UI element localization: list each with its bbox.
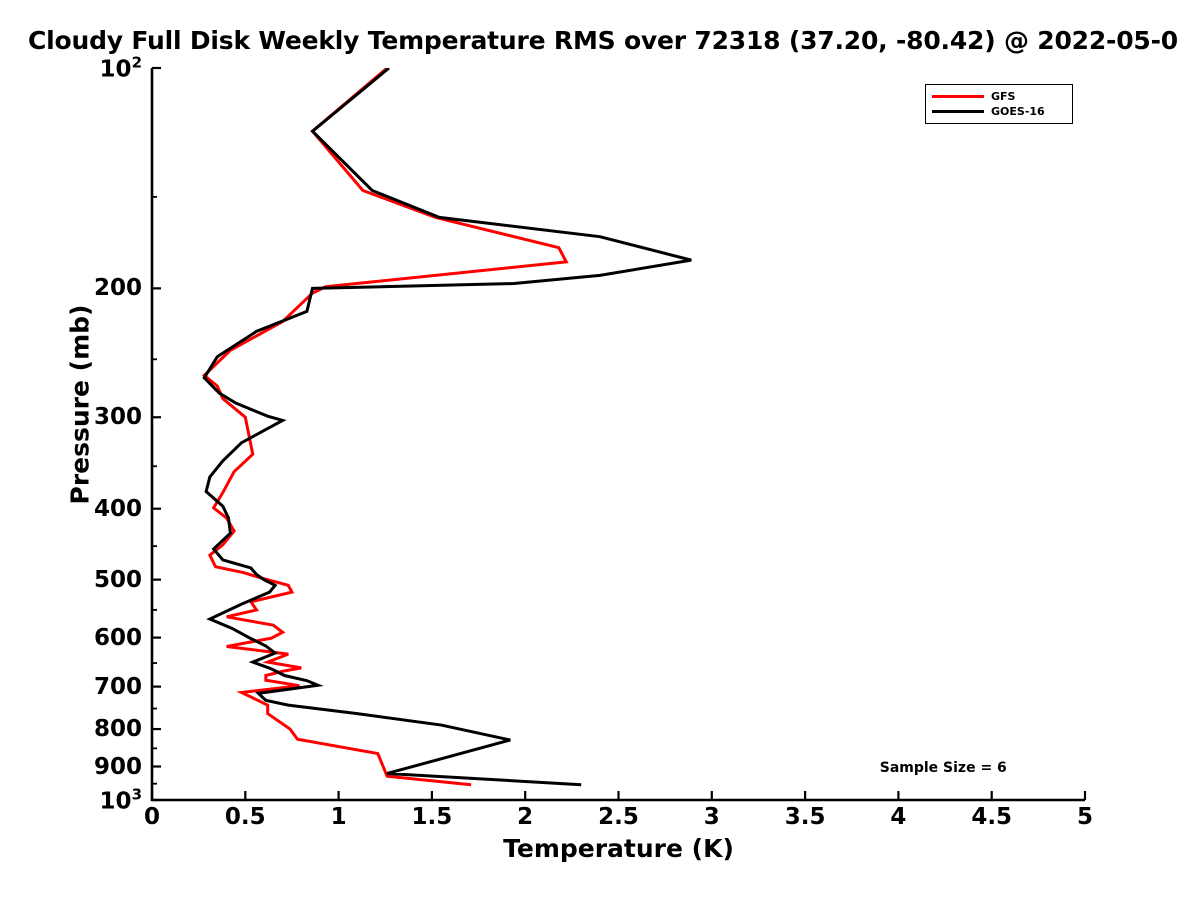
x-tick-label-8: 4 bbox=[890, 804, 907, 830]
x-tick-label-2: 1 bbox=[330, 804, 347, 830]
y-tick-label-1: 200 bbox=[93, 275, 142, 302]
y-tick-label-9: 103 bbox=[99, 785, 142, 815]
y-tick-label-8: 900 bbox=[93, 753, 142, 780]
chart-legend: GFS GOES-16 bbox=[925, 84, 1073, 124]
legend-entry-goes16: GOES-16 bbox=[932, 104, 1066, 119]
series-line-gfs bbox=[201, 68, 569, 787]
legend-entry-gfs: GFS bbox=[932, 89, 1066, 104]
x-tick-label-7: 3.5 bbox=[784, 804, 826, 830]
y-tick-label-5: 600 bbox=[93, 624, 142, 651]
legend-swatch-gfs bbox=[932, 95, 984, 98]
legend-label-goes16: GOES-16 bbox=[991, 105, 1045, 118]
legend-swatch-goes16 bbox=[932, 110, 984, 113]
x-tick-label-9: 4.5 bbox=[971, 804, 1013, 830]
x-tick-label-5: 2.5 bbox=[598, 804, 639, 830]
y-tick-label-4: 500 bbox=[93, 566, 142, 593]
x-tick-label-3: 1.5 bbox=[411, 804, 453, 830]
legend-label-gfs: GFS bbox=[991, 90, 1016, 103]
series-line-goes-16 bbox=[202, 68, 692, 787]
series-group bbox=[201, 68, 692, 787]
x-axis-label: Temperature (K) bbox=[503, 834, 734, 863]
y-tick-label-0: 102 bbox=[99, 53, 142, 83]
x-tick-label-4: 2 bbox=[517, 804, 534, 830]
annotation-sample-size: Sample Size = 6 bbox=[879, 760, 1007, 777]
y-axis-label: Pressure (mb) bbox=[65, 304, 95, 505]
x-tick-label-10: 5 bbox=[1076, 804, 1094, 830]
y-tick-label-6: 700 bbox=[93, 673, 142, 700]
chart-title: Cloudy Full Disk Weekly Temperature RMS … bbox=[28, 26, 1178, 55]
y-tick-label-7: 800 bbox=[93, 716, 142, 743]
y-tick-label-2: 300 bbox=[93, 404, 142, 431]
x-tick-label-0: 0 bbox=[143, 804, 161, 830]
y-tick-label-3: 400 bbox=[93, 495, 142, 522]
x-tick-label-1: 0.5 bbox=[224, 804, 266, 830]
x-tick-label-6: 3 bbox=[703, 804, 720, 830]
